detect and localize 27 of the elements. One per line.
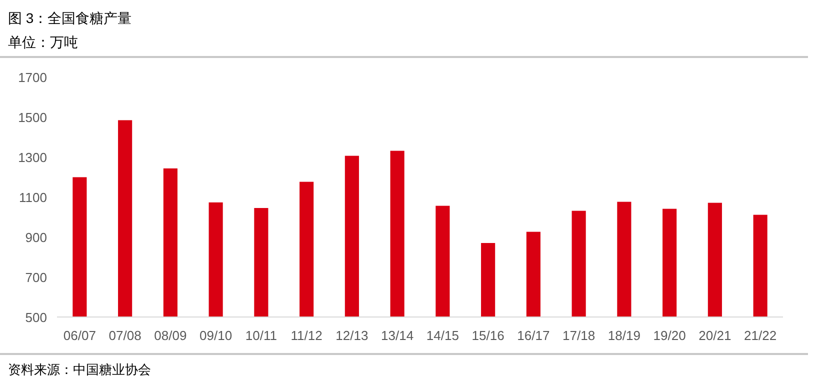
x-tick-label: 06/07 bbox=[63, 328, 96, 343]
x-tick-label: 07/08 bbox=[108, 328, 142, 343]
x-tick-label: 14/15 bbox=[426, 328, 459, 343]
x-tick-label: 19/20 bbox=[653, 328, 686, 343]
y-tick-label: 700 bbox=[25, 270, 47, 285]
annotation: 资料来源：中国糖业协会 bbox=[8, 362, 151, 377]
x-tick-label: 21/22 bbox=[744, 328, 777, 343]
y-tick-label: 1700 bbox=[18, 70, 47, 85]
y-tick-label: 500 bbox=[25, 310, 47, 325]
x-tick-label: 17/18 bbox=[562, 328, 596, 343]
x-tick-label: 15/16 bbox=[472, 328, 504, 343]
x-tick-label: 20/21 bbox=[698, 328, 732, 343]
subtitle: 单位：万吨 bbox=[8, 34, 78, 50]
y-tick-label: 1100 bbox=[19, 190, 47, 205]
y-tick-label: 1300 bbox=[18, 150, 47, 165]
x-tick-label: 16/17 bbox=[517, 328, 550, 343]
plot: 500 700 900 1100 1300 1500 1700 06/07 07/08 08/09 09/10 10/11 11/12 12/13 13/14 14/15 15/16 16/17 17/18 18/19 19/20 20/21 21/22 bbox=[18, 70, 784, 343]
y-tick-label: 900 bbox=[25, 230, 47, 245]
x-tick-label: 11/12 bbox=[290, 328, 322, 343]
x-tick-label: 08/09 bbox=[154, 328, 187, 343]
x-tick-label: 09/10 bbox=[200, 328, 232, 343]
x-tick-label: 18/19 bbox=[608, 328, 640, 343]
y-tick-label: 1500 bbox=[18, 110, 47, 125]
x-tick-label: 10/11 bbox=[245, 328, 277, 343]
title: 图 3：全国食糖产量 bbox=[8, 10, 132, 26]
x-tick-label: 12/13 bbox=[336, 328, 368, 343]
x-tick-label: 13/14 bbox=[381, 328, 414, 343]
